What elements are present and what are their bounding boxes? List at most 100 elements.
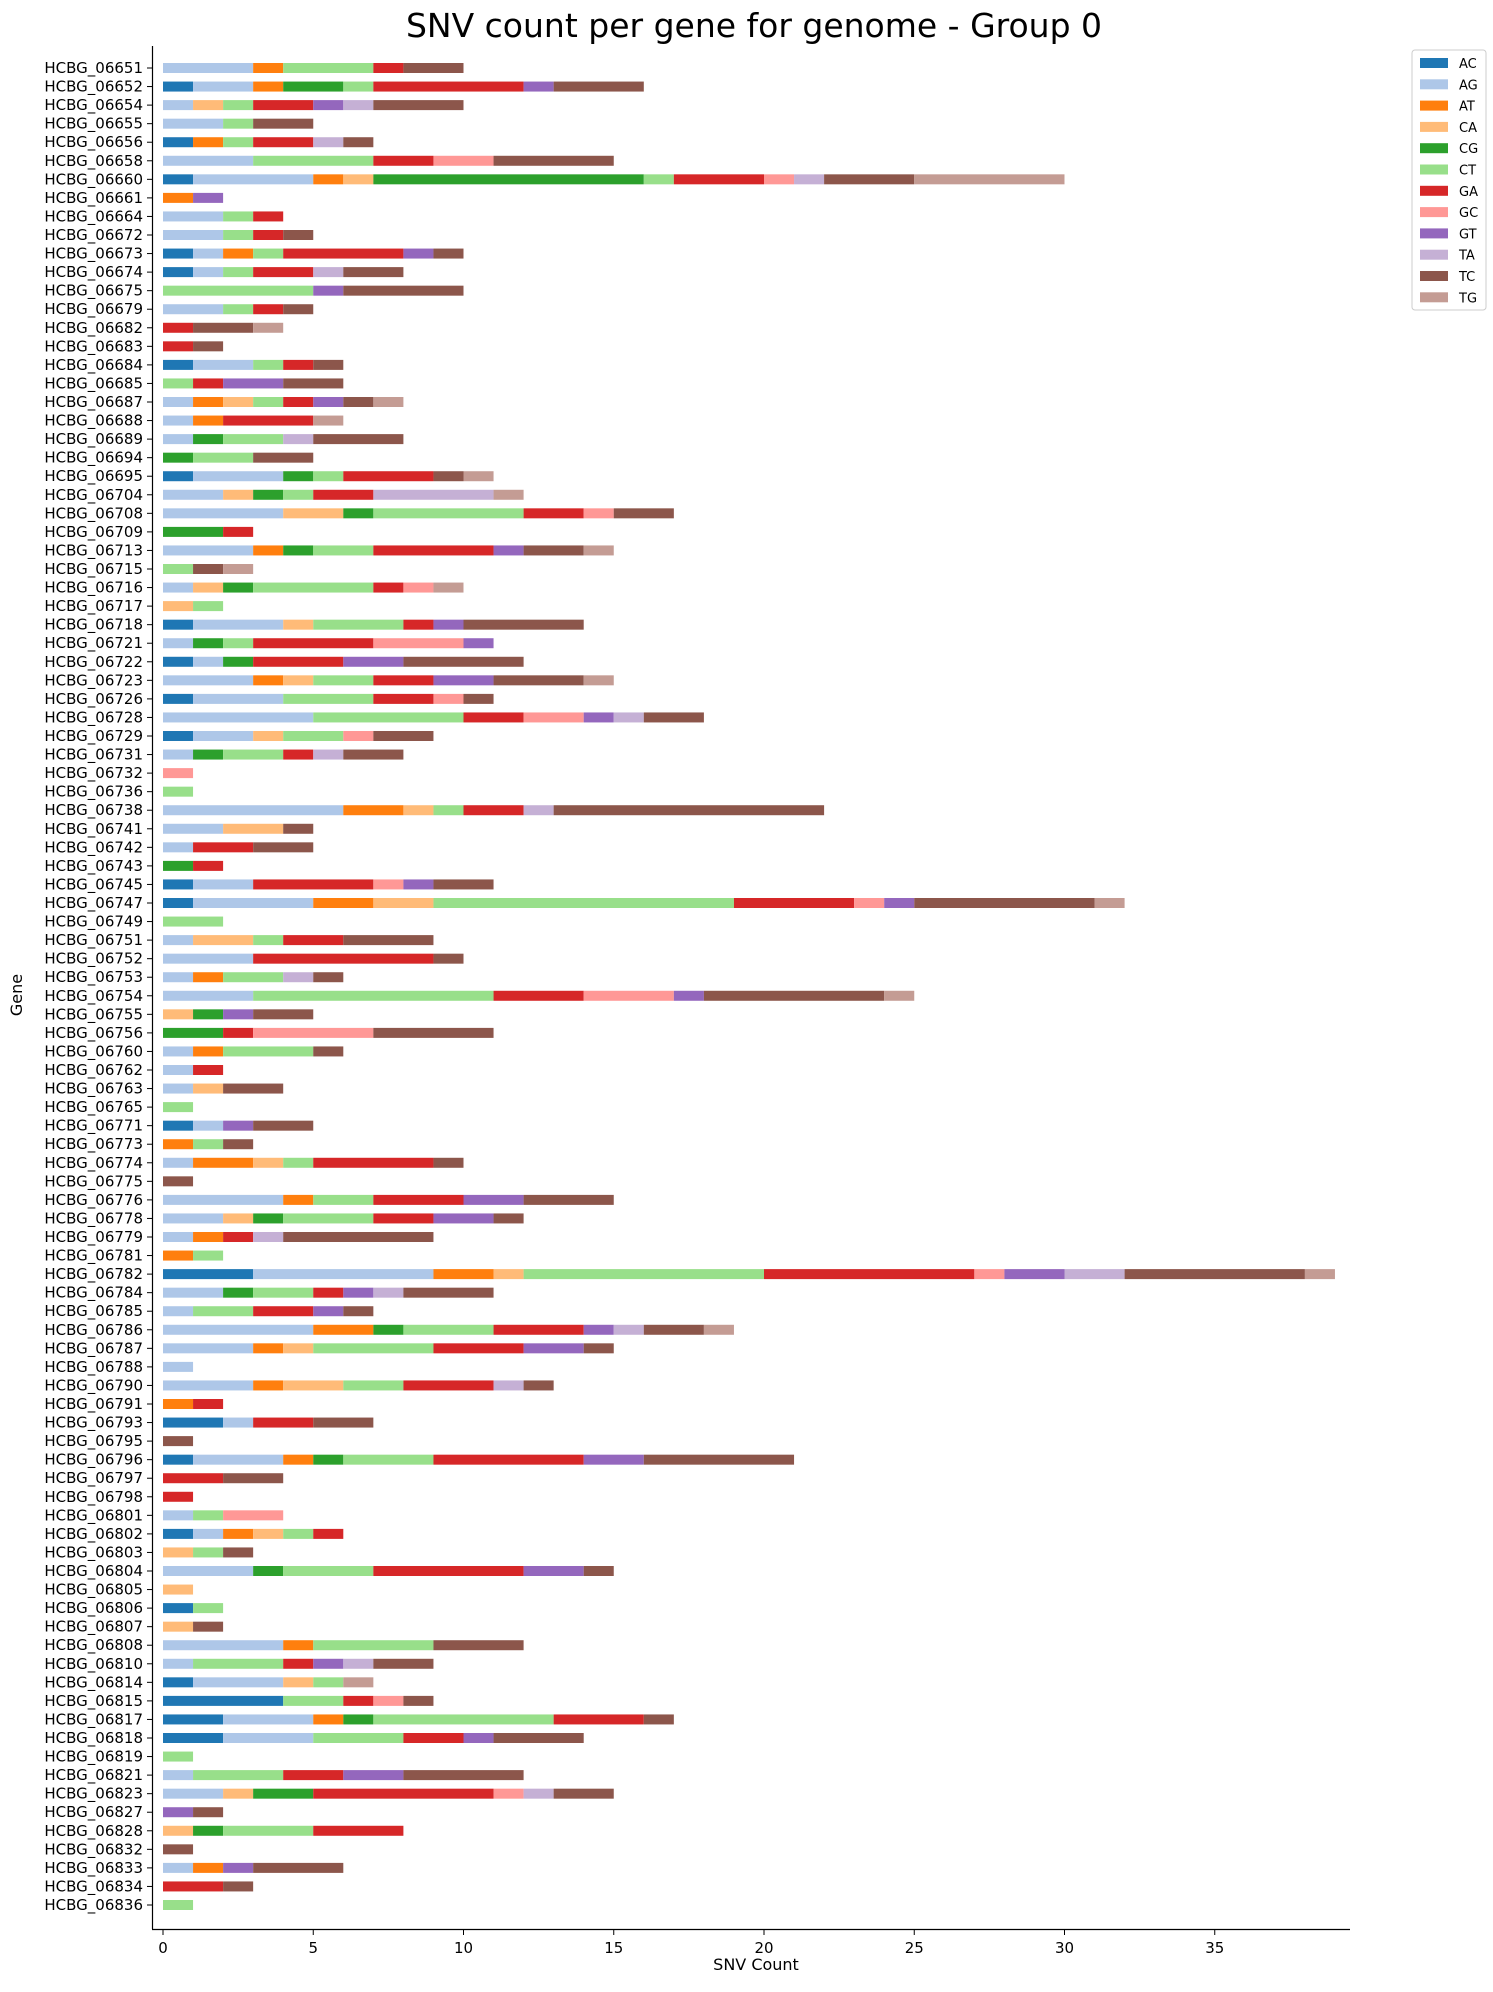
bar-segment-HCBG_06687-CT — [253, 397, 284, 407]
bar-segment-HCBG_06747-AT — [313, 898, 374, 908]
bar-segment-HCBG_06664-GA — [253, 211, 284, 222]
bar-segment-HCBG_06784-GA — [313, 1287, 344, 1298]
y-tick-label: HCBG_06821 — [44, 1766, 143, 1785]
bar-segment-HCBG_06704-TA — [373, 489, 494, 500]
bar-segment-HCBG_06814-AG — [193, 1677, 284, 1688]
bar-segment-HCBG_06753-TA — [283, 972, 314, 983]
bar-segment-HCBG_06674-CT — [223, 267, 254, 278]
bar-segment-HCBG_06818-AC — [163, 1733, 224, 1743]
y-tick-label: HCBG_06751 — [44, 931, 143, 950]
bar-segment-HCBG_06728-CT — [313, 712, 464, 723]
bar-segment-HCBG_06745-GC — [373, 879, 404, 890]
bar-segment-HCBG_06782-CA — [493, 1269, 524, 1280]
bar-segment-HCBG_06716-AG — [163, 582, 194, 593]
bar-segment-HCBG_06716-CT — [253, 582, 374, 593]
bar-segment-HCBG_06731-TC — [343, 749, 404, 760]
bar-segment-HCBG_06708-CG — [343, 508, 374, 519]
bar-segment-HCBG_06791-GA — [193, 1399, 224, 1409]
y-tick-label: HCBG_06771 — [44, 1117, 143, 1136]
bar-segment-HCBG_06695-AC — [163, 471, 194, 482]
bar-segment-HCBG_06674-GA — [253, 267, 314, 278]
bar-segment-HCBG_06747-GA — [733, 898, 855, 908]
bar-segment-HCBG_06704-AG — [163, 489, 224, 500]
bar-segment-HCBG_06818-GT — [463, 1733, 494, 1743]
bar-segment-HCBG_06796-GT — [583, 1454, 644, 1465]
bar-segment-HCBG_06782-TC — [1124, 1269, 1305, 1280]
bar-segment-HCBG_06728-AG — [163, 712, 314, 723]
y-tick-label: HCBG_06760 — [44, 1042, 143, 1061]
bar-segment-HCBG_06823-GC — [493, 1788, 524, 1799]
bar-segment-HCBG_06656-CT — [223, 137, 254, 148]
y-tick-label: HCBG_06836 — [44, 1896, 143, 1915]
y-tick-label: HCBG_06798 — [44, 1488, 143, 1507]
bar-segment-HCBG_06823-CG — [253, 1788, 314, 1799]
x-tick-label: 25 — [905, 1939, 924, 1957]
y-tick-label: HCBG_06717 — [44, 597, 143, 616]
bar-segment-HCBG_06793-AG — [223, 1417, 254, 1428]
bar-segment-HCBG_06751-TC — [343, 935, 434, 946]
bar-segment-HCBG_06660-TA — [794, 174, 825, 185]
bar-segment-HCBG_06742-AG — [163, 842, 194, 853]
bar-segment-HCBG_06728-GC — [523, 712, 584, 723]
bar-segment-HCBG_06709-GA — [223, 526, 254, 537]
bar-segment-HCBG_06781-CT — [193, 1250, 224, 1261]
bar-segment-HCBG_06834-GA — [163, 1881, 224, 1892]
bar-segment-HCBG_06806-AC — [163, 1603, 194, 1614]
bar-segment-HCBG_06784-CG — [223, 1287, 254, 1298]
legend-frame — [1411, 49, 1487, 311]
bar-segment-HCBG_06713-TG — [583, 545, 614, 556]
bar-segment-HCBG_06786-GA — [493, 1324, 584, 1335]
bar-segment-HCBG_06684-CT — [253, 359, 284, 370]
bar-segment-HCBG_06778-GT — [433, 1213, 494, 1224]
y-tick-label: HCBG_06787 — [44, 1339, 143, 1358]
legend-swatch-AT — [1420, 100, 1448, 111]
bar-segment-HCBG_06726-AC — [163, 693, 194, 704]
bar-segment-HCBG_06778-AG — [163, 1213, 224, 1224]
bar-segment-HCBG_06717-CA — [163, 601, 194, 612]
y-tick-label: HCBG_06683 — [44, 337, 143, 356]
bar-segment-HCBG_06823-CA — [223, 1788, 254, 1799]
y-tick-label: HCBG_06655 — [44, 115, 143, 134]
bar-segment-HCBG_06718-CT — [313, 619, 404, 630]
bar-segment-HCBG_06786-GT — [583, 1324, 614, 1335]
bar-segment-HCBG_06745-GT — [403, 879, 434, 890]
bar-segment-HCBG_06723-GA — [373, 675, 434, 686]
bar-segment-HCBG_06673-GT — [403, 248, 434, 259]
bar-segment-HCBG_06695-AG — [193, 471, 284, 482]
bar-segment-HCBG_06817-TC — [643, 1714, 674, 1725]
y-tick-label: HCBG_06803 — [44, 1543, 143, 1562]
bar-segment-HCBG_06723-GT — [433, 675, 494, 686]
bar-segment-HCBG_06814-AC — [163, 1677, 194, 1688]
bar-segment-HCBG_06756-GA — [223, 1027, 254, 1038]
bar-segment-HCBG_06752-GA — [253, 953, 434, 964]
bar-segment-HCBG_06807-CA — [163, 1621, 194, 1632]
bar-segment-HCBG_06660-CT — [643, 174, 674, 185]
bar-segment-HCBG_06684-AC — [163, 359, 194, 370]
bar-segment-HCBG_06782-GT — [1004, 1269, 1065, 1280]
bar-segment-HCBG_06796-AC — [163, 1454, 194, 1465]
y-tick-label: HCBG_06738 — [44, 801, 143, 820]
y-tick-label: HCBG_06741 — [44, 820, 143, 839]
bar-segment-HCBG_06782-AC — [163, 1269, 254, 1280]
bar-segment-HCBG_06787-CT — [313, 1343, 434, 1354]
legend-swatch-AG — [1420, 79, 1448, 90]
bar-segment-HCBG_06661-AT — [163, 192, 194, 203]
bar-segment-HCBG_06774-GA — [313, 1157, 434, 1168]
legend-label-GT: GT — [1459, 227, 1477, 242]
bar-segment-HCBG_06771-TC — [253, 1120, 314, 1131]
bar-segment-HCBG_06674-TC — [343, 267, 404, 278]
bar-segment-HCBG_06803-CA — [163, 1547, 194, 1558]
x-tick-label: 35 — [1205, 1939, 1224, 1957]
bar-segment-HCBG_06776-TC — [523, 1194, 614, 1205]
bar-segment-HCBG_06823-AG — [163, 1788, 224, 1799]
bar-segment-HCBG_06817-AG — [223, 1714, 314, 1725]
bar-segment-HCBG_06656-AT — [193, 137, 224, 148]
bar-segment-HCBG_06652-AT — [253, 81, 284, 92]
bar-segment-HCBG_06718-TC — [463, 619, 584, 630]
bar-segment-HCBG_06673-AG — [193, 248, 224, 259]
bar-segment-HCBG_06721-AG — [163, 638, 194, 649]
bar-segment-HCBG_06747-GT — [884, 898, 915, 908]
legend-swatch-CA — [1420, 121, 1448, 132]
bar-segment-HCBG_06723-TC — [493, 675, 584, 686]
bar-segment-HCBG_06828-CT — [223, 1825, 314, 1836]
